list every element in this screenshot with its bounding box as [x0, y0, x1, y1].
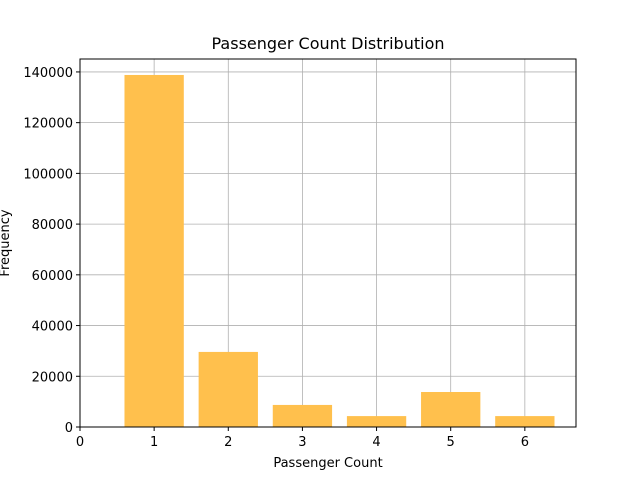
y-tick-label: 120000	[23, 117, 73, 132]
bar	[198, 351, 258, 427]
x-tick-label: 0	[76, 435, 84, 450]
bar	[495, 416, 555, 427]
x-tick-label: 3	[298, 435, 306, 450]
x-tick-label: 2	[224, 435, 232, 450]
x-tick-label: 4	[372, 435, 380, 450]
plot-frame	[79, 58, 577, 428]
bar	[272, 404, 333, 427]
y-tick-label: 60000	[32, 269, 73, 284]
chart-title: Passenger Count Distribution	[212, 34, 445, 53]
y-tick-label: 100000	[23, 167, 73, 182]
x-tick-label: 1	[150, 435, 158, 450]
x-axis-label: Passenger Count	[273, 456, 382, 471]
bar	[421, 392, 481, 427]
y-axis-label: Frequency	[0, 209, 13, 276]
y-tick-label: 0	[65, 421, 73, 436]
x-tick-label: 5	[447, 435, 455, 450]
bar	[124, 74, 184, 428]
y-tick-label: 20000	[32, 370, 73, 385]
y-tick-label: 80000	[32, 218, 73, 233]
x-tick-label: 6	[521, 435, 529, 450]
bar	[346, 416, 407, 427]
y-tick-label: 140000	[23, 66, 73, 81]
y-tick-label: 40000	[32, 320, 73, 335]
